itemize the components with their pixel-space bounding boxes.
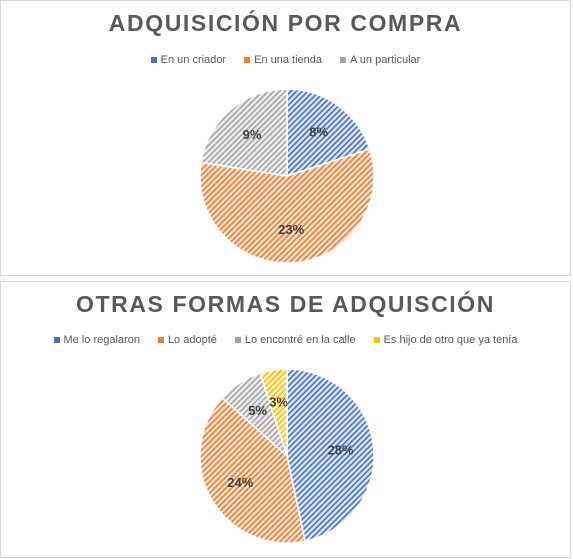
legend-item: Lo adopté [157, 334, 217, 346]
legend-swatch [150, 57, 157, 63]
legend-item: A un particular [340, 54, 420, 66]
legend-swatch [234, 337, 241, 343]
legend-label: En una tienda [254, 54, 322, 66]
pie-slice [199, 148, 375, 264]
slice-data-label: 23% [278, 222, 304, 237]
legend-swatch [157, 337, 164, 343]
chart-title: OTRAS FORMAS DE ADQUISCIÓN [76, 291, 495, 317]
pie-chart-compra: 8% 23% 9% [199, 88, 375, 264]
slice-data-label: 5% [248, 403, 267, 418]
slice-data-label: 24% [227, 475, 253, 490]
legend: En un criador En una tienda A un particu… [1, 54, 570, 66]
legend-label: Lo encontré en la calle [244, 334, 356, 346]
legend-item: Es hijo de otro que ya tenía [373, 334, 518, 346]
slice-data-label: 8% [309, 124, 328, 139]
legend-item: Lo encontré en la calle [234, 334, 356, 346]
pie-slice [199, 396, 306, 544]
legend: Me lo regalaron Lo adopté Lo encontré en… [1, 334, 570, 346]
pie-slice [200, 88, 288, 177]
legend-item: Me lo regalaron [53, 334, 140, 346]
legend-swatch [53, 337, 60, 343]
pie-slice [286, 88, 371, 178]
legend-swatch [340, 57, 346, 63]
legend-label: En un criador [160, 54, 227, 66]
pie-chart-otras: 28% 24% 5%3% [199, 368, 375, 544]
legend-swatch [244, 57, 251, 63]
legend-label: Es hijo de otro que ya tenía [383, 334, 518, 346]
pie-slice [259, 368, 288, 457]
chart-panel-compra: ADQUISICIÓN POR COMPRA En un criador En … [0, 0, 571, 276]
slice-data-label: 28% [328, 442, 354, 457]
slice-data-label: 9% [243, 127, 262, 142]
pie-slice [286, 368, 375, 542]
chart-panel-otras: OTRAS FORMAS DE ADQUISCIÓN Me lo regalar… [0, 281, 571, 558]
legend-item: En un criador [150, 54, 227, 66]
chart-title: ADQUISICIÓN POR COMPRA [108, 10, 463, 36]
legend-swatch [373, 337, 380, 343]
legend-label: A un particular [350, 54, 421, 66]
legend-label: Me lo regalaron [63, 334, 140, 346]
slice-data-label: 3% [269, 395, 288, 410]
legend-item: En una tienda [244, 54, 322, 66]
legend-label: Lo adopté [167, 334, 217, 346]
